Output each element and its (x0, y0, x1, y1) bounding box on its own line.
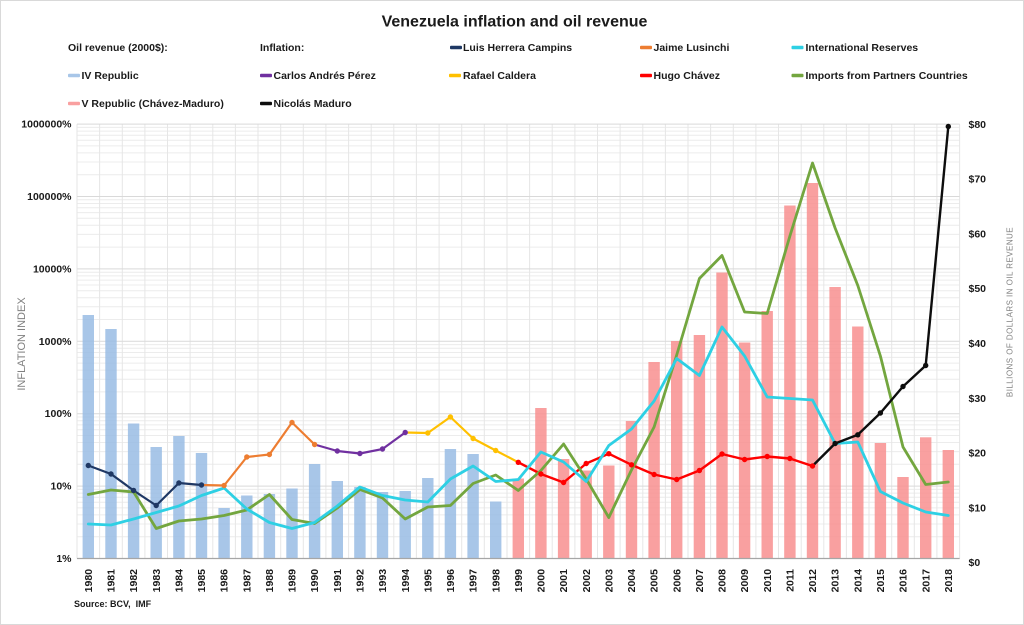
svg-text:1999: 1999 (513, 569, 525, 593)
svg-text:Luis Herrera Campins: Luis Herrera Campins (463, 42, 572, 54)
svg-text:$10: $10 (969, 502, 987, 514)
svg-text:Inflation:: Inflation: (260, 42, 304, 54)
svg-text:IV Republic: IV Republic (82, 70, 139, 82)
svg-text:1980: 1980 (83, 569, 95, 593)
svg-text:INFLATION INDEX: INFLATION INDEX (16, 297, 28, 391)
svg-text:$40: $40 (969, 338, 987, 350)
svg-text:1996: 1996 (445, 569, 457, 593)
svg-text:$30: $30 (969, 393, 987, 405)
svg-text:100%: 100% (45, 408, 73, 420)
svg-text:2001: 2001 (558, 569, 570, 593)
svg-text:1983: 1983 (151, 569, 163, 593)
svg-text:1992: 1992 (354, 569, 366, 593)
svg-text:2017: 2017 (920, 569, 932, 593)
svg-text:100000%: 100000% (27, 191, 72, 203)
svg-text:Carlos Andrés Pérez: Carlos Andrés Pérez (274, 70, 376, 82)
svg-text:1994: 1994 (400, 569, 412, 593)
svg-text:V Republic (Chávez-Maduro): V Republic (Chávez-Maduro) (82, 98, 224, 110)
svg-text:1989: 1989 (287, 569, 299, 593)
svg-text:Hugo Chávez: Hugo Chávez (654, 70, 721, 82)
svg-text:1997: 1997 (468, 569, 480, 593)
svg-text:2015: 2015 (875, 569, 887, 593)
svg-text:Imports from Partners Countrie: Imports from Partners Countries (806, 70, 968, 82)
svg-text:International Reserves: International Reserves (806, 42, 919, 54)
svg-text:BILLIONS OF DOLLARS IN OIL REV: BILLIONS OF DOLLARS IN OIL REVENUE (1006, 227, 1015, 397)
svg-text:10000%: 10000% (33, 263, 72, 275)
svg-text:2016: 2016 (898, 569, 910, 593)
svg-text:1986: 1986 (219, 569, 231, 593)
svg-text:$80: $80 (969, 119, 987, 131)
svg-text:1988: 1988 (264, 569, 276, 593)
svg-text:Oil revenue (2000$):: Oil revenue (2000$): (68, 42, 168, 54)
svg-text:2008: 2008 (717, 569, 729, 593)
svg-text:2009: 2009 (739, 569, 751, 593)
svg-text:1998: 1998 (490, 569, 502, 593)
svg-text:2002: 2002 (581, 569, 593, 593)
svg-text:2005: 2005 (649, 569, 661, 593)
svg-text:10%: 10% (50, 481, 72, 493)
svg-text:Venezuela inflation and oil re: Venezuela inflation and oil revenue (382, 14, 648, 31)
svg-text:2012: 2012 (807, 569, 819, 593)
svg-text:2010: 2010 (762, 569, 774, 593)
svg-text:$70: $70 (969, 174, 987, 186)
svg-text:Nicolás Maduro: Nicolás Maduro (274, 98, 352, 110)
svg-text:1000%: 1000% (39, 336, 72, 348)
svg-text:$50: $50 (969, 283, 987, 295)
svg-text:2003: 2003 (603, 569, 615, 593)
svg-text:$20: $20 (969, 448, 987, 460)
svg-text:2018: 2018 (943, 569, 955, 593)
svg-text:1985: 1985 (196, 569, 208, 593)
svg-text:Jaime Lusinchi: Jaime Lusinchi (654, 42, 730, 54)
svg-text:2014: 2014 (852, 569, 864, 593)
svg-text:1995: 1995 (422, 569, 434, 593)
svg-text:2011: 2011 (785, 569, 797, 592)
svg-text:$0: $0 (969, 557, 981, 569)
svg-text:1991: 1991 (332, 569, 344, 593)
svg-text:1993: 1993 (377, 569, 389, 593)
svg-text:1984: 1984 (173, 569, 185, 593)
svg-text:2000: 2000 (536, 569, 548, 593)
svg-text:2007: 2007 (694, 569, 706, 593)
svg-text:1982: 1982 (128, 569, 140, 593)
svg-text:1%: 1% (56, 553, 72, 565)
svg-text:Source: BCV, IMF: Source: BCV, IMF (74, 599, 152, 609)
svg-text:2013: 2013 (830, 569, 842, 593)
svg-text:2004: 2004 (626, 569, 638, 593)
svg-text:1000000%: 1000000% (21, 119, 72, 131)
svg-text:1987: 1987 (241, 569, 253, 593)
svg-text:1990: 1990 (309, 569, 321, 593)
svg-text:2006: 2006 (671, 569, 683, 593)
svg-text:1981: 1981 (106, 569, 118, 593)
svg-text:Rafael Caldera: Rafael Caldera (463, 70, 536, 82)
svg-text:$60: $60 (969, 228, 987, 240)
